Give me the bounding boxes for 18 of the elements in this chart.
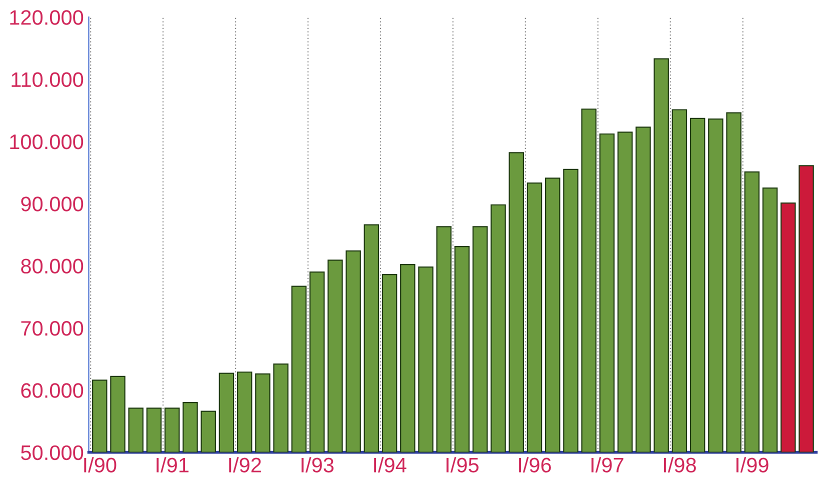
x-tick-label: I/95 (446, 457, 479, 472)
y-tick-label: 60.000 (21, 383, 84, 398)
x-tick-label: I/99 (736, 457, 768, 472)
x-tick-label: I/93 (302, 457, 334, 472)
y-tick-label: 80.000 (21, 258, 84, 274)
x-tick-label: I/97 (592, 457, 624, 472)
y-tick-label: 100.000 (10, 134, 84, 150)
y-tick-label: 90.000 (21, 196, 84, 212)
x-tick-label: I/94 (374, 457, 406, 472)
x-tick-label: I/91 (156, 457, 188, 472)
y-tick-label: 70.000 (21, 320, 84, 336)
y-tick-label: 120.000 (10, 10, 84, 25)
x-tick-label: I/92 (229, 457, 261, 472)
x-tick-label: I/90 (84, 457, 116, 472)
y-tick-label: 50.000 (21, 445, 84, 460)
y-tick-label: 110.000 (12, 72, 84, 88)
x-tick-label: I/96 (519, 457, 551, 472)
x-tick-label: I/98 (664, 457, 696, 472)
